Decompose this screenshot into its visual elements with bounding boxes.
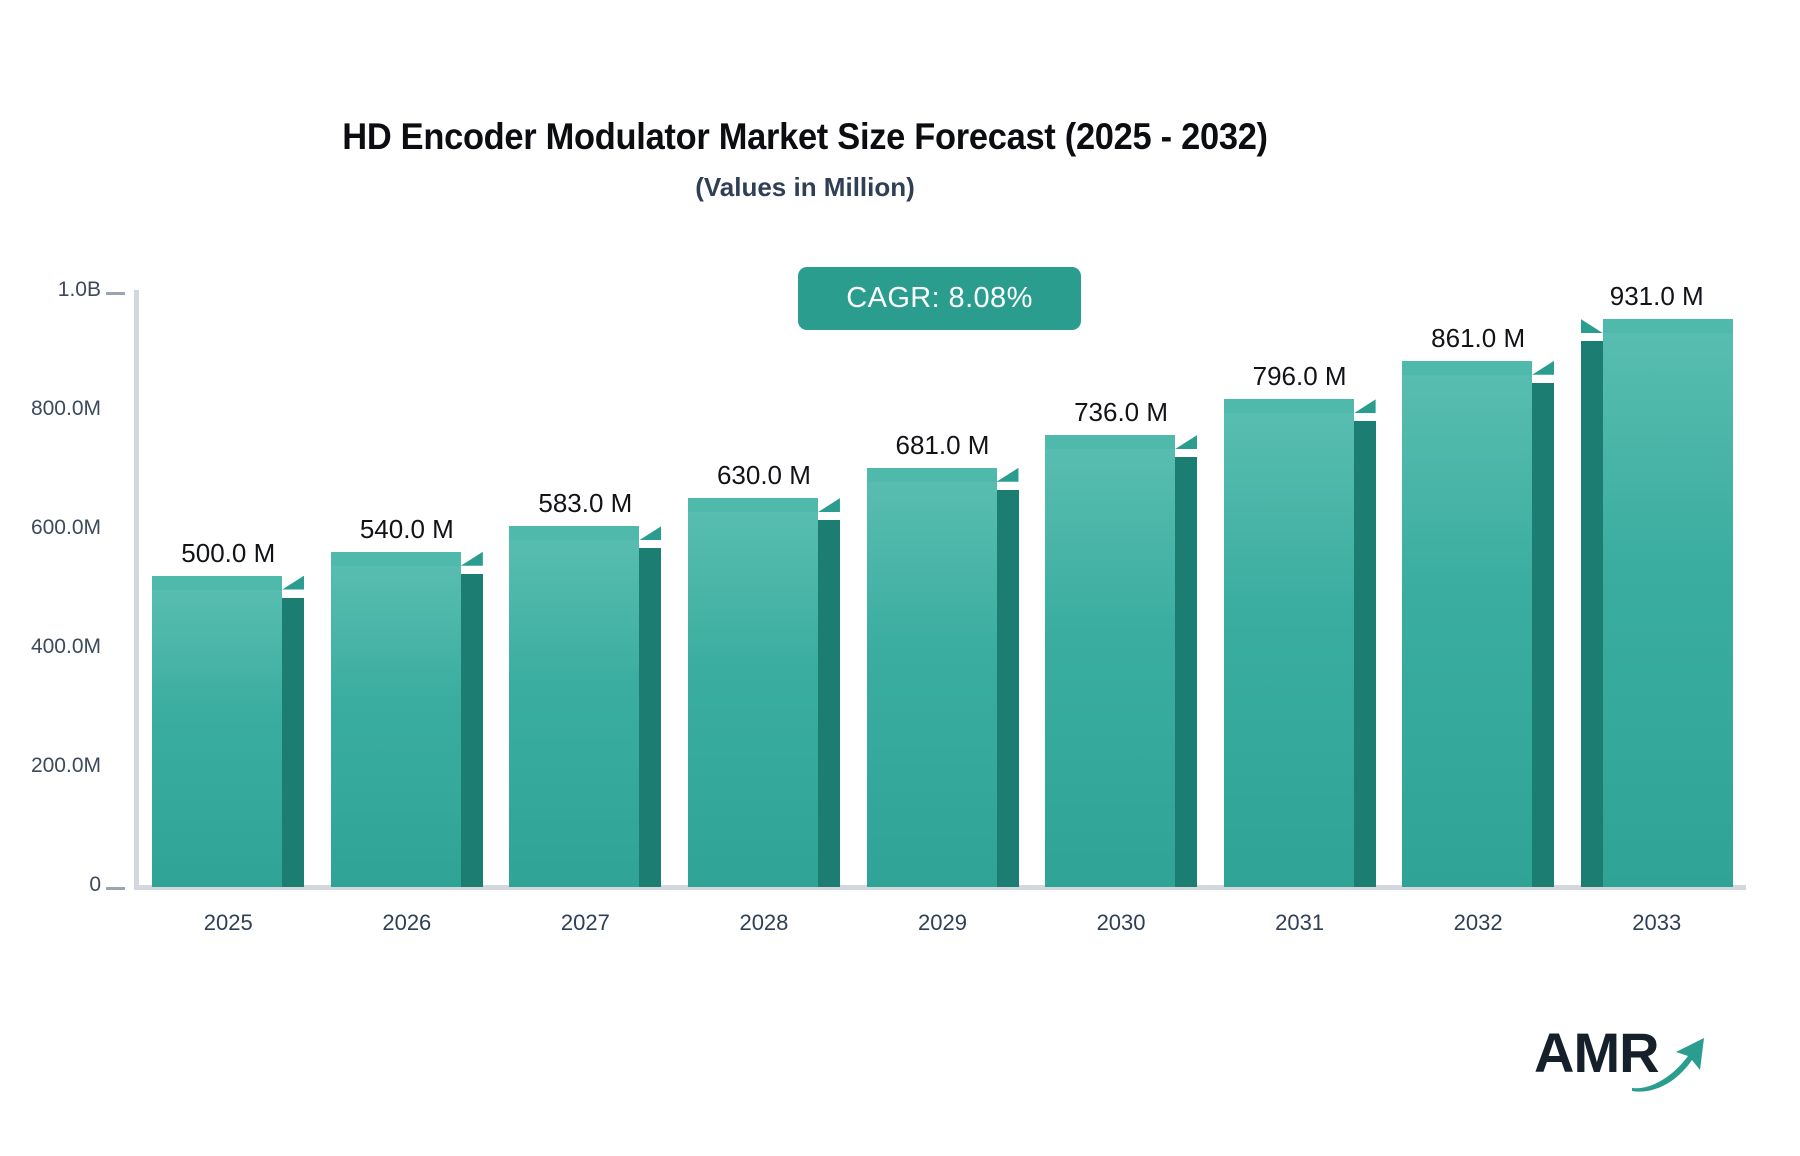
bar-top-bevel — [639, 526, 662, 541]
bar-front-face — [687, 512, 818, 887]
bar-top-face — [152, 575, 283, 590]
x-axis-tick-label: 2031 — [1275, 910, 1325, 935]
bar-value-label: 583.0 M — [538, 488, 633, 519]
bar-side-face — [1580, 341, 1603, 887]
x-axis-tick-label: 2028 — [739, 910, 789, 935]
bar — [330, 551, 483, 887]
y-axis-tick-mark — [106, 887, 125, 890]
bar-top-bevel — [1353, 399, 1376, 414]
chart-title: HD Encoder Modulator Market Size Forecas… — [342, 116, 1268, 157]
bar — [1223, 399, 1376, 887]
bar-side-face — [1532, 382, 1555, 887]
amr-logo: AMR — [1534, 1022, 1704, 1092]
bar-side-face — [817, 520, 840, 887]
growth-arrow-icon — [1632, 1038, 1704, 1092]
bar-front-face — [866, 481, 997, 887]
cagr-badge: CAGR: 8.08% — [798, 267, 1081, 330]
chart-subtitle: (Values in Million) — [695, 172, 915, 202]
bar-value-label: 796.0 M — [1252, 361, 1347, 392]
bar-top-bevel — [996, 467, 1019, 482]
x-axis-tick-label: 2026 — [382, 910, 432, 935]
y-axis-tick-label: 0 — [89, 873, 101, 896]
bar-top-face — [1223, 399, 1354, 414]
y-axis-tick-label: 800.0M — [30, 397, 101, 420]
y-axis-tick-label: 600.0M — [30, 516, 101, 539]
plot-area: 0 200.0M 400.0M 600.0M 800.0M 1.0B 500.0 M 540… — [30, 278, 1746, 935]
bar-top-face — [330, 551, 461, 566]
bar-front-face — [509, 540, 640, 887]
y-axis-tick-label: 400.0M — [30, 635, 101, 658]
bar-value-label: 540.0 M — [359, 513, 454, 544]
x-axis-tick-label: 2033 — [1632, 910, 1682, 935]
bar-top-face — [687, 498, 818, 513]
bar-side-face — [639, 548, 662, 887]
bar-front-face — [152, 589, 283, 887]
y-axis-tick-label: 1.0B — [57, 278, 101, 301]
bar-top-face — [1402, 360, 1533, 375]
x-axis-tick-label: 2027 — [560, 910, 610, 935]
bar — [1580, 319, 1733, 887]
bar — [509, 526, 662, 887]
bar-value-label: 736.0 M — [1074, 397, 1169, 428]
bar-top-bevel — [1580, 319, 1603, 334]
bar-front-face — [1602, 333, 1733, 887]
x-axis-tick-label: 2029 — [918, 910, 967, 935]
bar-front-face — [1402, 374, 1533, 887]
bar-top-face — [1045, 435, 1176, 450]
bar-top-face — [866, 467, 997, 482]
x-axis-tick-label: 2025 — [203, 910, 253, 935]
y-axis-tick-mark — [106, 292, 125, 295]
bar-side-face — [1175, 457, 1198, 887]
bar-value-label: 861.0 M — [1431, 322, 1526, 353]
bar — [1402, 360, 1555, 887]
bar — [1045, 435, 1198, 887]
bar-top-bevel — [1175, 435, 1198, 450]
bar-value-label: 500.0 M — [181, 537, 276, 568]
bar-side-face — [996, 489, 1019, 887]
bar-top-face — [1602, 319, 1733, 334]
x-axis-tick-label: 2030 — [1096, 910, 1146, 935]
amr-logo-text: AMR — [1534, 1021, 1660, 1084]
bar-front-face — [330, 565, 461, 887]
y-axis-tick-label: 200.0M — [30, 754, 101, 777]
bar-top-bevel — [817, 498, 840, 513]
bar-value-label: 681.0 M — [895, 429, 990, 460]
bar-front-face — [1223, 413, 1354, 887]
bar — [152, 575, 305, 887]
y-axis-line — [134, 290, 139, 890]
bar-side-face — [1353, 421, 1376, 887]
bar-front-face — [1045, 449, 1176, 887]
x-axis-tick-label: 2032 — [1453, 910, 1503, 935]
bar-top-bevel — [282, 575, 305, 590]
bar-side-face — [282, 597, 305, 887]
bar — [687, 498, 840, 887]
x-axis-line — [134, 885, 1746, 890]
bar-top-bevel — [1532, 360, 1555, 375]
bar — [866, 467, 1019, 887]
bar-value-label: 931.0 M — [1609, 281, 1704, 312]
bar-top-bevel — [460, 551, 483, 566]
bar-value-label: 630.0 M — [716, 460, 811, 491]
bar-top-face — [509, 526, 640, 541]
bar-side-face — [460, 573, 483, 887]
